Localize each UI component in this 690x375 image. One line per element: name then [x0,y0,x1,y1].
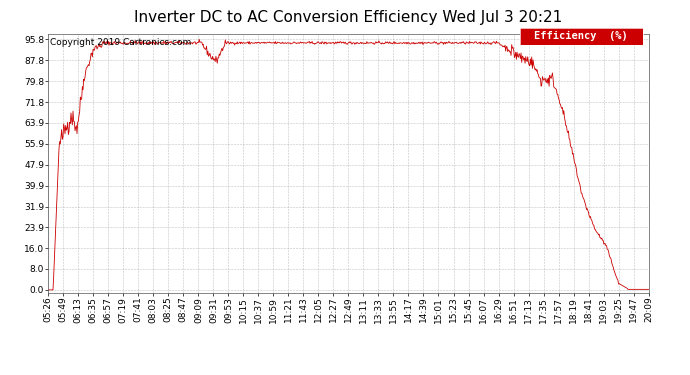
Text: Copyright 2019 Cartronics.com: Copyright 2019 Cartronics.com [50,38,190,46]
Title: Inverter DC to AC Conversion Efficiency Wed Jul 3 20:21: Inverter DC to AC Conversion Efficiency … [135,10,562,25]
